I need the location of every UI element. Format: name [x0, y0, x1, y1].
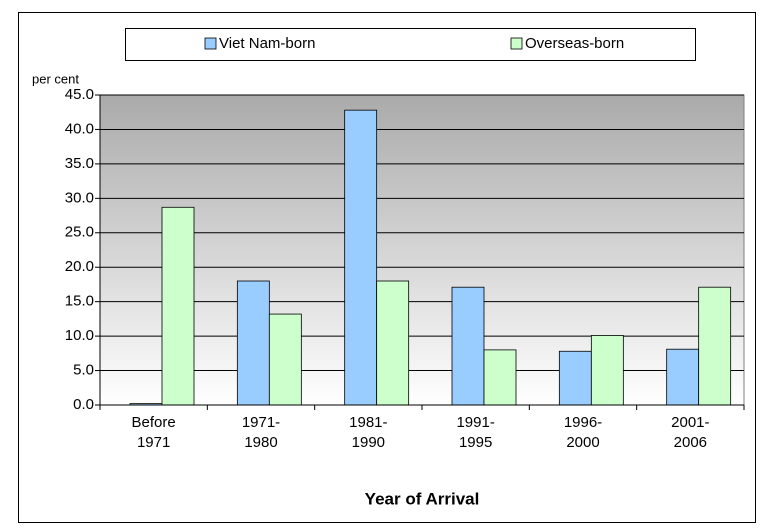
y-tick-label: 0.0	[73, 396, 94, 413]
y-tick-label: 25.0	[65, 224, 94, 241]
y-tick-label: 10.0	[65, 327, 94, 344]
bar	[698, 286, 732, 406]
bar	[236, 280, 270, 406]
x-tick-label: 1971-1980	[241, 414, 281, 451]
y-tick-label: 5.0	[73, 362, 94, 379]
bar	[268, 313, 302, 406]
bar	[451, 286, 485, 406]
x-axis-title: Year of Arrival	[365, 489, 480, 508]
y-tick-label: 40.0	[65, 120, 94, 137]
bar	[590, 335, 624, 406]
bar	[558, 350, 592, 406]
x-tick-label: 1981-1990	[349, 414, 388, 451]
x-tick-label: Before 1971	[131, 414, 176, 451]
legend-label: Overseas-born	[525, 35, 624, 52]
y-tick-label: 45.0	[65, 86, 94, 103]
bar	[161, 206, 195, 406]
legend-swatch	[510, 37, 523, 50]
x-tick-label: 1991-1995	[456, 414, 495, 451]
bar	[376, 280, 410, 406]
y-tick-label: 20.0	[65, 258, 94, 275]
x-tick-label: 1996-2000	[563, 414, 603, 451]
legend	[125, 28, 696, 61]
y-axis-label: per cent	[32, 71, 79, 86]
y-tick-label: 35.0	[65, 155, 94, 172]
legend-swatch	[204, 37, 217, 50]
bar	[344, 109, 378, 406]
plot-area	[99, 94, 745, 406]
bar	[483, 349, 517, 406]
legend-label: Viet Nam-born	[219, 35, 315, 52]
y-tick-label: 30.0	[65, 189, 94, 206]
x-tick-label: 2001-2006	[671, 414, 710, 451]
bar	[666, 348, 700, 406]
y-tick-label: 15.0	[65, 293, 94, 310]
